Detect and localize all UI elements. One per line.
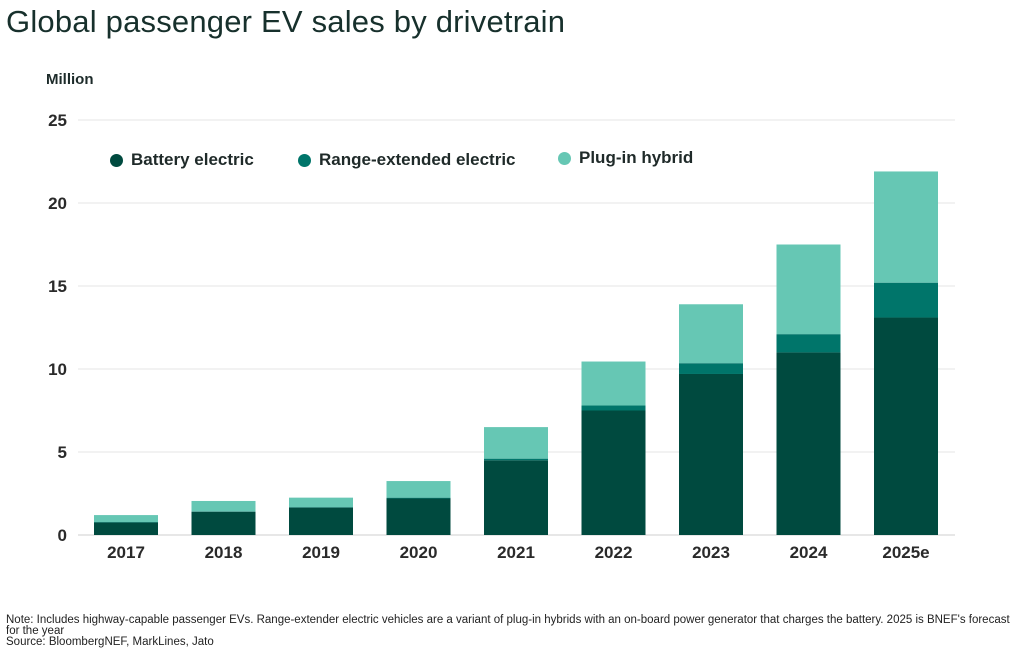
chart-title: Global passenger EV sales by drivetrain: [6, 4, 566, 39]
legend-label: Plug-in hybrid: [579, 148, 694, 167]
x-tick-label: 2023: [692, 543, 730, 562]
y-axis-ticks: 0 5 10 15 20 25: [48, 111, 67, 545]
y-tick-label: 5: [58, 443, 67, 462]
legend-label: Battery electric: [131, 150, 254, 169]
legend-label: Range-extended electric: [319, 150, 516, 169]
y-tick-label: 25: [48, 111, 67, 130]
bar-plug-in-hybrid-2019: [289, 497, 353, 508]
legend-item-battery-electric: Battery electric: [110, 150, 254, 170]
bar-battery-electric-2021: [484, 460, 548, 535]
bar-plug-in-hybrid-2025e: [874, 171, 938, 283]
legend-swatch: [558, 151, 571, 165]
x-tick-label: 2017: [107, 543, 145, 562]
bar-battery-electric-2025e: [874, 317, 938, 535]
source-text: Source: BloombergNEF, MarkLines, Jato: [6, 636, 214, 648]
bar-battery-electric-2017: [94, 522, 158, 535]
bar-battery-electric-2024: [776, 352, 841, 535]
bar-range-extended-electric-2025e: [874, 282, 938, 318]
x-tick-label: 2021: [497, 543, 535, 562]
bar-range-extended-electric-2020: [386, 497, 451, 499]
bar-range-extended-electric-2022: [581, 405, 646, 411]
bar-plug-in-hybrid-2020: [386, 481, 451, 498]
legend-swatch: [298, 153, 311, 167]
x-axis-ticks: 2017 2018 2019 2020 2021 2022 2023 2024 2025e: [107, 543, 930, 562]
bar-range-extended-electric-2021: [484, 458, 548, 461]
y-axis-unit-label: Million: [46, 71, 94, 88]
legend-item-range-extended-electric: Range-extended electric: [298, 150, 516, 170]
x-tick-label: 2022: [595, 543, 633, 562]
bar-battery-electric-2019: [289, 507, 353, 535]
bar-series: [94, 171, 938, 535]
bar-battery-electric-2022: [581, 410, 646, 535]
bar-plug-in-hybrid-2024: [776, 244, 841, 335]
bar-plug-in-hybrid-2017: [94, 515, 158, 523]
x-tick-label: 2018: [205, 543, 243, 562]
y-tick-label: 15: [48, 277, 67, 296]
bar-plug-in-hybrid-2022: [581, 361, 646, 406]
y-tick-label: 20: [48, 194, 67, 213]
y-tick-label: 0: [58, 526, 67, 545]
note-text: Note: Includes highway-capable passenger…: [6, 614, 1010, 637]
x-tick-label: 2025e: [882, 543, 929, 562]
bar-range-extended-electric-2024: [776, 334, 841, 353]
x-tick-label: 2024: [790, 543, 828, 562]
bar-battery-electric-2020: [386, 498, 451, 535]
legend-item-plug-in-hybrid: Plug-in hybrid: [558, 148, 693, 168]
footnote: Note: Includes highway-capable passenger…: [6, 614, 1016, 648]
x-tick-label: 2020: [400, 543, 438, 562]
x-tick-label: 2019: [302, 543, 340, 562]
y-tick-label: 10: [48, 360, 67, 379]
legend: Battery electric Range-extended electric…: [110, 148, 984, 174]
bar-range-extended-electric-2023: [679, 363, 743, 374]
bar-plug-in-hybrid-2023: [679, 304, 743, 364]
bar-battery-electric-2018: [191, 511, 256, 535]
bar-plug-in-hybrid-2018: [191, 500, 256, 512]
bar-plug-in-hybrid-2021: [484, 427, 548, 459]
legend-swatch: [110, 153, 123, 167]
bar-battery-electric-2023: [679, 373, 743, 535]
